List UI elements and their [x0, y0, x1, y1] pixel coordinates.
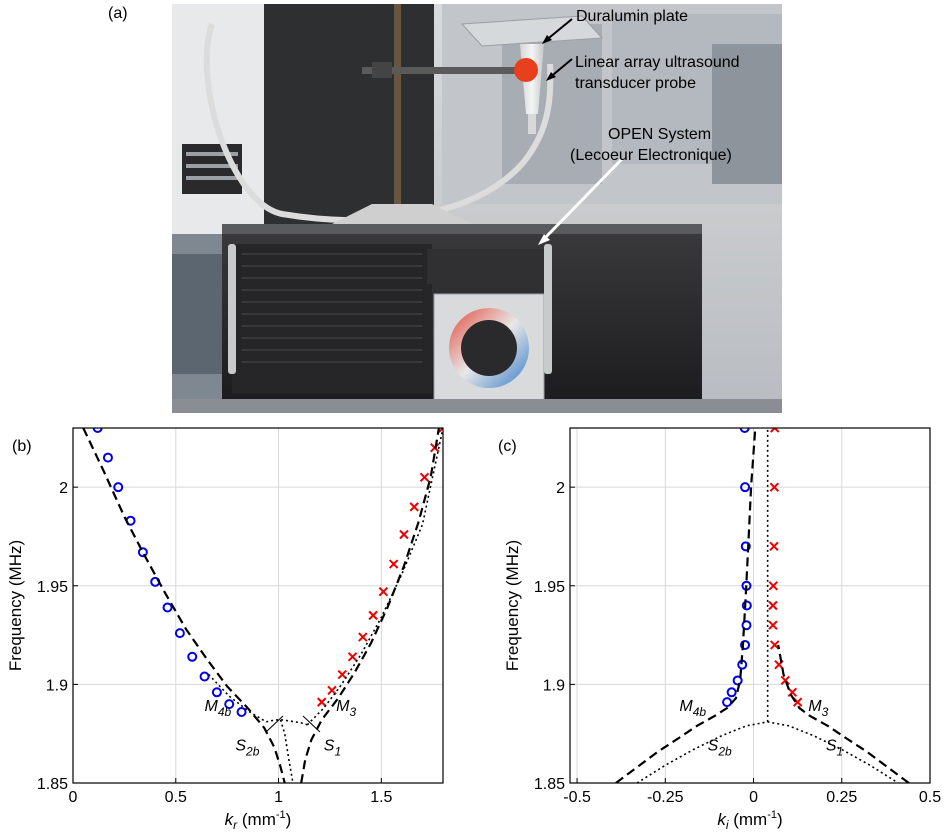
dotted-series-line [306, 428, 443, 726]
data-point-cross [368, 610, 378, 621]
data-point-cross [768, 600, 778, 611]
data-point-circle [137, 547, 148, 558]
data-point-cross [347, 652, 358, 662]
data-point-circle [732, 675, 743, 686]
mode-label-m3: M3 [808, 698, 828, 719]
mode-label-s2b: S2b [708, 737, 732, 758]
x-tick-label: 0.5 [919, 789, 941, 806]
data-point-circle [92, 428, 103, 433]
data-point-cross [327, 685, 337, 696]
data-point-circle [211, 687, 222, 698]
data-point-cross [769, 428, 780, 433]
y-tick-label: 2 [59, 480, 68, 497]
chart-kr-dispersion: 0 0.5 1 1.5 1.85 1.9 1.95 2 Frequency (MHz) kr (m… [6, 427, 444, 832]
x-axis-label: kr (mm-1) [225, 809, 292, 832]
dotted-series-line [266, 719, 308, 726]
plot-frame [569, 427, 931, 784]
chart-ki-dispersion: -0.5 -0.25 0 0.25 0.5 1.85 1.9 1.95 2 Frequency (… [503, 427, 941, 832]
x-tick-label: -0.5 [563, 789, 591, 806]
data-point-circle [113, 482, 124, 493]
data-point-cross [378, 586, 389, 597]
data-point-circle [741, 600, 752, 611]
y-axis-label: Frequency (MHz) [503, 540, 522, 671]
mode-label-m3: M3 [336, 698, 356, 719]
dotted-series-line [636, 721, 899, 783]
data-point-circle [199, 671, 210, 682]
y-tick-label: 1.95 [534, 579, 565, 596]
y-tick-label: 1.9 [46, 677, 68, 694]
y-tick-label: 1.85 [534, 776, 565, 793]
x-tick-label: 0 [749, 789, 758, 806]
data-point-cross [419, 472, 430, 483]
y-tick-label: 1.95 [37, 579, 68, 596]
setup-photo-illustration [172, 4, 782, 413]
x-axis-label: ki (mm-1) [717, 809, 782, 832]
data-point-circle [741, 620, 752, 631]
data-point-cross [358, 632, 368, 642]
x-tick-label: -0.25 [647, 789, 684, 806]
dotted-series-line [208, 673, 267, 723]
data-point-circle [740, 639, 751, 650]
data-point-circle [224, 699, 235, 710]
mode-label-s2b: S2b [235, 737, 259, 758]
panel-label-c: (c) [498, 438, 517, 455]
mode-label-s1: S1 [826, 737, 843, 758]
callout-probe-line2: transducer probe [575, 75, 696, 92]
mode-label-s1: S1 [324, 737, 341, 758]
data-point-cross [438, 428, 443, 433]
dashed-series-line [615, 428, 757, 783]
data-point-cross [769, 541, 779, 552]
x-tick-label: 0 [69, 789, 78, 806]
plot-frame [72, 427, 444, 784]
data-point-cross [337, 669, 347, 680]
panel-label-a: (a) [108, 5, 128, 22]
s1-leader-line [302, 715, 321, 733]
x-tick-label: 0.25 [826, 789, 857, 806]
s2b-leader-line [265, 715, 284, 733]
data-point-circle [162, 602, 173, 613]
data-point-cross [388, 559, 399, 569]
panel-label-b: (b) [12, 438, 32, 455]
dashed-series-line [82, 428, 286, 783]
y-tick-label: 2 [556, 480, 565, 497]
data-point-circle [236, 707, 247, 717]
data-point-cross [409, 502, 419, 512]
callout-probe-line1: Linear array ultrasound [575, 54, 740, 71]
system-arrow [540, 157, 624, 243]
y-axis-label: Frequency (MHz) [6, 540, 25, 671]
x-tick-label: 1 [274, 789, 283, 806]
data-point-cross [768, 620, 778, 630]
data-point-circle [174, 628, 185, 639]
y-tick-label: 1.9 [543, 677, 565, 694]
callout-system-line2: (Lecoeur Electronique) [570, 147, 732, 164]
dotted-series-line [279, 719, 294, 783]
data-point-cross [769, 482, 780, 492]
data-point-circle [187, 651, 198, 662]
x-tick-label: 0.5 [165, 789, 187, 806]
mode-label-m4b: M4b [679, 698, 706, 719]
data-point-cross [787, 687, 798, 697]
data-point-cross [780, 675, 791, 686]
data-point-cross [769, 640, 780, 650]
data-point-circle [102, 452, 113, 463]
x-tick-label: 1.5 [370, 789, 392, 806]
data-point-circle [740, 482, 751, 493]
data-point-circle [722, 697, 733, 708]
data-point-cross [317, 697, 327, 707]
callout-duralumin-plate: Duralumin plate [576, 8, 689, 25]
dashed-series-line [777, 644, 910, 783]
y-tick-label: 1.85 [37, 776, 68, 793]
mode-label-m4b: M4b [205, 698, 232, 719]
data-point-circle [740, 541, 751, 552]
data-point-cross [768, 581, 779, 591]
data-point-cross [399, 529, 409, 540]
data-point-circle [739, 428, 750, 433]
dashed-series-line [300, 428, 440, 783]
data-point-circle [726, 687, 737, 698]
callout-system-line1: OPEN System [608, 126, 712, 143]
experimental-setup-photo [172, 4, 782, 413]
